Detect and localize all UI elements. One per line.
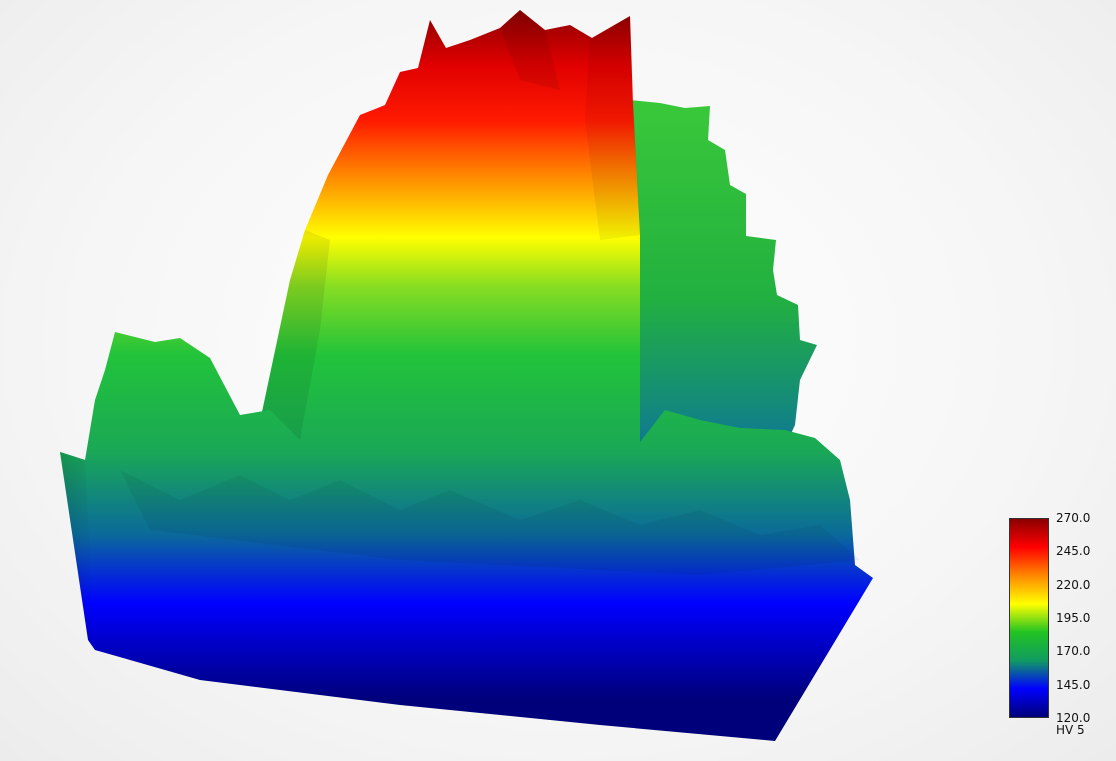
surface-peak (262, 10, 640, 470)
surface-peak-facet (500, 10, 560, 90)
colorbar-tick: 195.0 (1056, 611, 1091, 625)
surface-front-face (60, 452, 873, 741)
surface-peak-facet (585, 16, 640, 240)
colorbar-gradient (1009, 518, 1049, 718)
colorbar: 270.0 245.0 220.0 195.0 170.0 145.0 120.… (1009, 512, 1109, 743)
colorbar-tick: 145.0 (1056, 677, 1091, 692)
colorbar-tick: 170.0 (1056, 644, 1091, 659)
colorbar-tick: 270.0 (1056, 511, 1091, 525)
colorbar-tick: 220.0 (1056, 577, 1091, 592)
colorbar-label: HV 5 (1056, 723, 1085, 737)
surface-peak-facet (262, 230, 330, 440)
surface-roughness (120, 470, 860, 575)
surface-front-shade (60, 452, 95, 650)
colorbar-tick: 120.0 (1056, 711, 1091, 725)
surface-back-ridge (630, 100, 817, 445)
colorbar-tick: 245.0 (1056, 544, 1091, 559)
